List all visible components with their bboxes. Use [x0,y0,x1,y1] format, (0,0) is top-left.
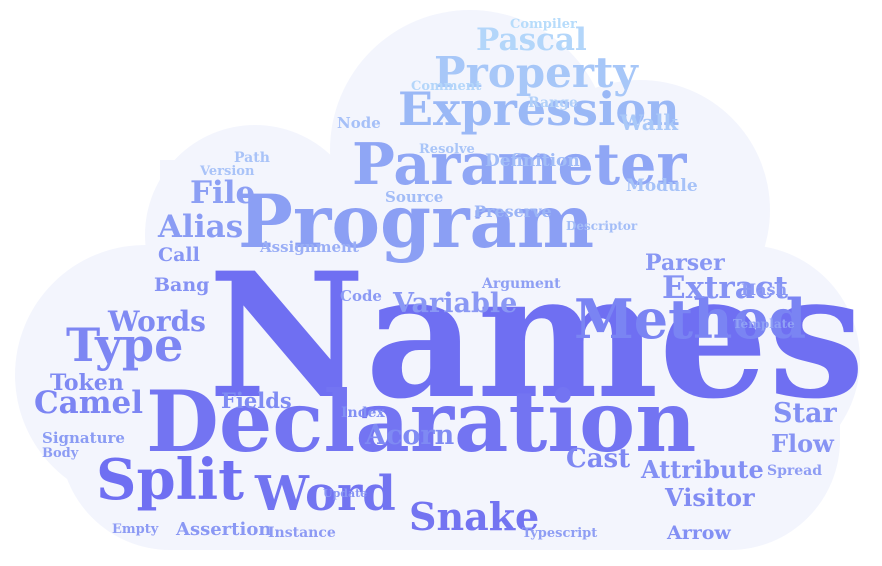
word-star: Star [773,398,837,429]
word-spread: Spread [767,463,823,479]
word-camel: Camel [34,385,144,421]
word-definition: Definition [485,151,580,171]
word-body: Body [42,446,79,461]
word-snake: Snake [409,494,540,539]
word-alias: Alias [158,209,244,245]
word-visitor: Visitor [665,483,755,512]
word-method: Method [574,287,807,351]
word-type: Type [66,318,184,372]
word-update: Update [323,487,368,500]
word-cast: Cast [566,444,631,474]
word-range: Range [528,95,578,111]
word-parameter: Parameter [352,131,687,198]
word-resolve: Resolve [419,142,475,157]
word-assertion: Assertion [176,519,272,540]
word-names: Names [208,234,865,437]
word-compiler: Compiler [510,17,577,32]
word-empty: Empty [112,522,159,537]
word-attribute: Attribute [641,455,764,484]
word-bang: Bang [154,274,210,296]
word-extract: Extract [662,270,789,306]
word-flow: Flow [771,429,834,458]
word-assignment: Assignment [260,238,359,256]
word-variable: Variable [393,288,518,319]
word-instance: Instance [268,525,336,541]
word-walk: Walk [620,110,678,135]
word-file: File [190,175,256,211]
word-argument: Argument [482,276,561,292]
word-preserve: Preserve [474,202,552,221]
word-module: Module [626,176,698,196]
word-descriptor: Descriptor [566,219,638,233]
word-expression: Expression [398,82,680,136]
word-acorn: Acorn [365,420,455,451]
word-node: Node [337,114,381,132]
word-hash: Hash [741,280,788,299]
word-comment: Comment [411,79,482,94]
word-source: Source [385,188,444,206]
word-parser: Parser [645,250,725,276]
word-split: Split [96,447,245,513]
word-version: Version [200,164,255,179]
word-pascal: Pascal [476,22,587,58]
word-call: Call [158,244,200,266]
word-arrow: Arrow [667,522,731,544]
word-template: Template [733,317,795,331]
word-signature: Signature [42,429,125,447]
word-typescript: Typescript [522,526,598,541]
word-program: Program [238,179,595,265]
word-words: Words [108,305,206,338]
word-code: Code [340,287,382,305]
word-property: Property [434,48,638,97]
word-index: Index [341,405,385,421]
word-fields: Fields [221,388,292,413]
word-path: Path [234,150,270,166]
word-declaration: Declaration [146,372,697,471]
word-token: Token [50,370,124,396]
word-word: Word [255,466,396,522]
